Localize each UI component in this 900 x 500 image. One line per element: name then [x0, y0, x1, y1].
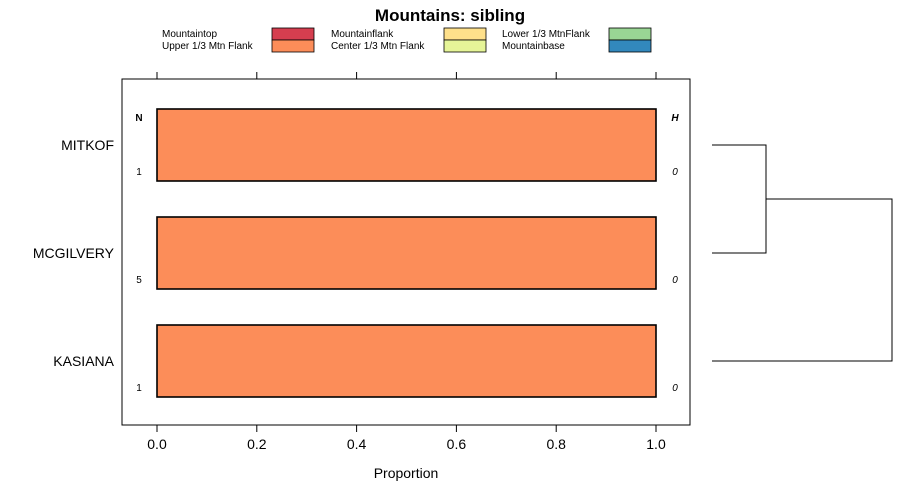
h-header: H [671, 113, 679, 124]
x-tick-label: 0.8 [546, 436, 566, 452]
plot-panel [121, 78, 691, 426]
legend-swatch [271, 39, 315, 53]
bar-segment [156, 324, 657, 398]
legend-label: Mountaintop [162, 29, 217, 40]
legend-swatch [608, 27, 652, 41]
x-tick-label: 0.0 [147, 436, 167, 452]
legend-swatch [443, 27, 487, 41]
legend-label: Upper 1/3 Mtn Flank [162, 41, 254, 52]
legend-item: Mountainflank [331, 27, 487, 41]
row-label: KASIANA [53, 353, 114, 369]
n-value: 5 [136, 275, 142, 286]
n-value: 1 [136, 167, 142, 178]
legend-item: Mountainbase [502, 39, 652, 53]
x-tick-label: 0.6 [447, 436, 467, 452]
x-axis: 0.0 0.2 0.4 0.6 0.8 1.0 [147, 72, 666, 452]
h-value: 0 [672, 383, 678, 394]
legend-label: Mountainflank [331, 29, 394, 40]
bars [156, 108, 657, 398]
legend-label: Lower 1/3 MtnFlank [502, 29, 591, 40]
legend-item: Lower 1/3 MtnFlank [502, 27, 652, 41]
row-label: MCGILVERY [33, 245, 115, 261]
h-value: 0 [672, 167, 678, 178]
x-axis-label: Proportion [374, 465, 439, 481]
x-tick-label: 0.2 [247, 436, 267, 452]
row-annotations: N H1 05 01 0 [135, 113, 679, 394]
row-labels: MITKOF MCGILVERY KASIANA [33, 137, 115, 369]
legend-label: Mountainbase [502, 41, 565, 52]
bar-segment [156, 108, 657, 182]
legend-item: Upper 1/3 Mtn Flank [162, 39, 315, 53]
dendrogram-branches [712, 144, 893, 362]
h-value: 0 [672, 275, 678, 286]
x-tick-label: 0.4 [347, 436, 367, 452]
legend-swatch [271, 27, 315, 41]
chart-title: Mountains: sibling [375, 6, 525, 25]
n-header: N [135, 113, 142, 124]
dendrogram [712, 144, 893, 362]
legend-label: Center 1/3 Mtn Flank [331, 41, 425, 52]
bar-segment [156, 216, 657, 290]
legend-item: Center 1/3 Mtn Flank [331, 39, 487, 53]
n-value: 1 [136, 383, 142, 394]
row-label: MITKOF [61, 137, 114, 153]
legend-item: Mountaintop [162, 27, 315, 41]
legend-swatch [443, 39, 487, 53]
legend-swatch [608, 39, 652, 53]
x-tick-label: 1.0 [646, 436, 666, 452]
